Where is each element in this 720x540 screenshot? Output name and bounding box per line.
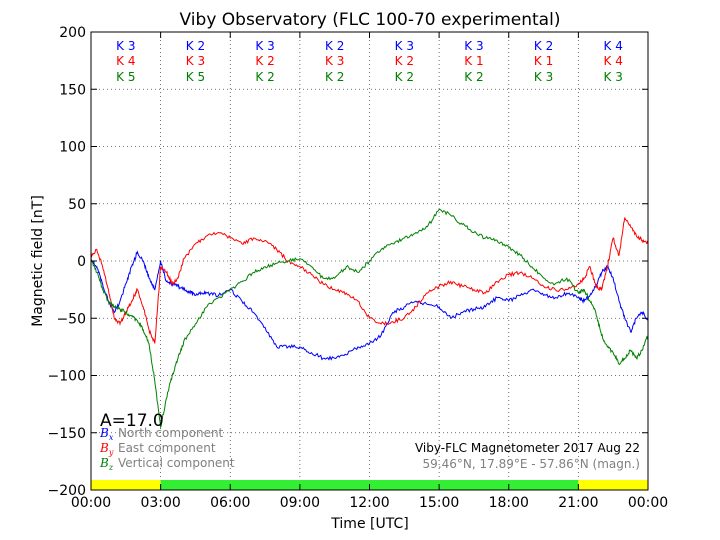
y-tick-label: −100	[48, 369, 86, 385]
k-index-east: K 2	[395, 54, 414, 68]
legend-item-north: Bx North component	[99, 426, 224, 442]
x-tick-label: 15:00	[419, 495, 459, 511]
daylight-segment	[578, 480, 648, 490]
series-line-east	[90, 217, 649, 344]
k-index-vertical: K 2	[464, 70, 483, 84]
k-index-north: K 3	[116, 39, 135, 53]
svg-text:By: By	[99, 441, 114, 457]
chart-title: Viby Observatory (FLC 100-70 experimenta…	[180, 10, 561, 30]
y-tick-label: −50	[56, 311, 86, 327]
y-tick-label: 200	[59, 25, 86, 41]
k-index-north: K 2	[325, 39, 344, 53]
k-index-east: K 3	[325, 54, 344, 68]
k-index-vertical: K 5	[116, 70, 135, 84]
svg-text:Bz: Bz	[99, 456, 114, 472]
axis-ticks: 00:00 03:00 06:00 09:00 12:00 15:00 18:00 21:00…	[48, 25, 669, 511]
daylight-segment	[91, 480, 161, 490]
k-index-vertical: K 2	[395, 70, 414, 84]
k-index-north: K 2	[534, 39, 553, 53]
k-index-east: K 3	[186, 54, 205, 68]
k-index-east: K 4	[116, 54, 135, 68]
k-index-east: K 2	[255, 54, 274, 68]
k-index-north: K 3	[255, 39, 274, 53]
station-footer-title: Viby-FLC Magnetometer 2017 Aug 22	[415, 441, 640, 455]
y-tick-label: 150	[59, 82, 86, 98]
y-tick-label: 100	[59, 140, 86, 156]
k-index-vertical: K 3	[604, 70, 623, 84]
k-index-east: K 1	[534, 54, 553, 68]
y-tick-label: −200	[48, 483, 86, 499]
y-tick-label: 50	[68, 197, 86, 213]
k-index-east: K 1	[464, 54, 483, 68]
k-index-east: K 4	[604, 54, 623, 68]
legend-label-north: North component	[118, 426, 224, 440]
y-tick-label: 0	[77, 254, 86, 270]
legend-item-vertical: Bz Vertical component	[99, 456, 235, 472]
legend: Bx North component By East component Bz …	[99, 426, 235, 472]
y-tick-label: −150	[48, 426, 86, 442]
legend-item-east: By East component	[99, 441, 216, 457]
amplitude-annotation: A=17.0	[100, 411, 164, 431]
k-index-north: K 2	[186, 39, 205, 53]
y-axis-label: Magnetic field [nT]	[30, 195, 46, 327]
series-line-vertical	[90, 208, 649, 429]
x-tick-label: 00:00	[628, 495, 668, 511]
k-index-north: K 3	[464, 39, 483, 53]
x-tick-label: 21:00	[558, 495, 598, 511]
x-tick-label: 12:00	[349, 495, 389, 511]
plot-area: K 3K 4K 5K 2K 3K 5K 3K 2K 2K 2K 3K 2K 3K…	[48, 25, 669, 511]
series-line-north	[90, 250, 649, 361]
x-axis-label: Time [UTC]	[330, 516, 408, 532]
k-index-vertical: K 2	[255, 70, 274, 84]
x-tick-label: 06:00	[210, 495, 250, 511]
k-index-vertical: K 5	[186, 70, 205, 84]
legend-label-vertical: Vertical component	[118, 456, 235, 470]
legend-label-east: East component	[118, 441, 216, 455]
data-series	[90, 208, 649, 429]
x-tick-label: 00:00	[71, 495, 111, 511]
k-index-vertical: K 3	[534, 70, 553, 84]
k-index-vertical: K 2	[325, 70, 344, 84]
station-footer-coordinates: 59.46°N, 17.89°E - 57.86°N (magn.)	[423, 457, 640, 471]
k-index-table: K 3K 4K 5K 2K 3K 5K 3K 2K 2K 2K 3K 2K 3K…	[116, 39, 623, 84]
k-index-north: K 3	[395, 39, 414, 53]
x-tick-label: 09:00	[280, 495, 320, 511]
svg-text:Bx: Bx	[99, 426, 114, 442]
k-index-north: K 4	[604, 39, 623, 53]
x-tick-label: 03:00	[140, 495, 180, 511]
x-tick-label: 18:00	[489, 495, 529, 511]
